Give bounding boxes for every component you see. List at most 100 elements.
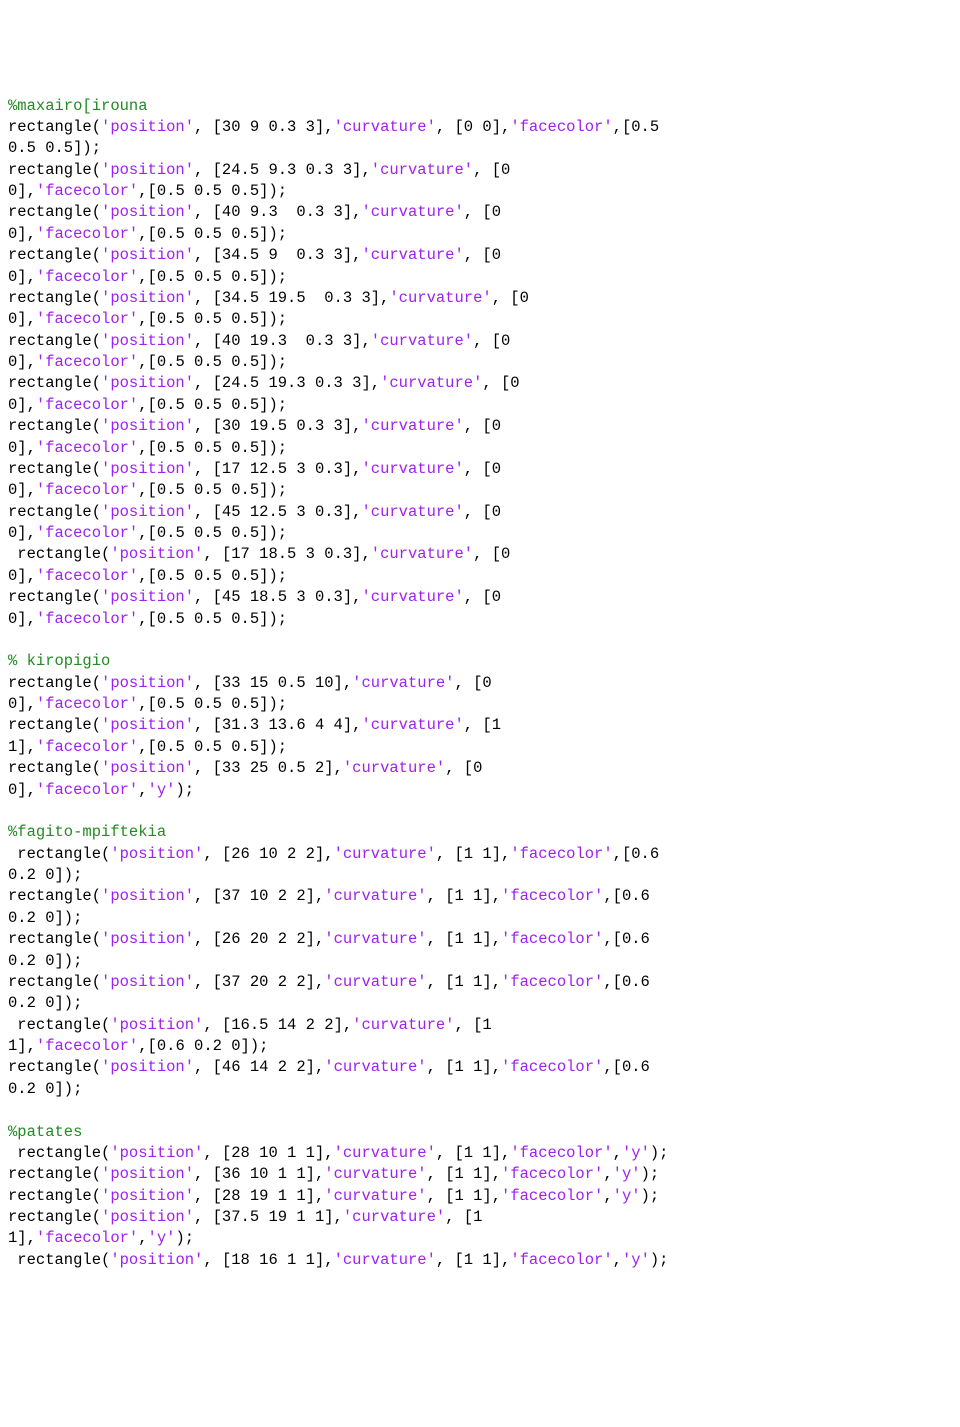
code-token: 0], [8, 524, 36, 542]
code-token: % kiropigio [8, 652, 110, 670]
code-token: 'position' [101, 118, 194, 136]
code-token: rectangle( [8, 1251, 110, 1269]
code-token: 'facecolor' [36, 524, 138, 542]
code-token: 'curvature' [371, 332, 473, 350]
code-token: , [1 1], [427, 930, 501, 948]
code-line: 0],'facecolor',[0.5 0.5 0.5]); [8, 181, 960, 202]
code-token: rectangle( [8, 118, 101, 136]
code-token: 'curvature' [361, 588, 463, 606]
code-token: 'curvature' [361, 503, 463, 521]
code-token: 'curvature' [324, 973, 426, 991]
code-token: ,[0.5 0.5 0.5]); [138, 524, 287, 542]
code-token: , [28 19 1 1], [194, 1187, 324, 1205]
code-token: 0], [8, 268, 36, 286]
code-token: , [1 1], [427, 973, 501, 991]
code-token: , [1 1], [427, 1187, 501, 1205]
code-line: 0.2 0]); [8, 865, 960, 886]
code-token: 'position' [101, 930, 194, 948]
code-token: , [18 16 1 1], [203, 1251, 333, 1269]
code-token: 'facecolor' [510, 845, 612, 863]
code-token: 'position' [101, 887, 194, 905]
code-token: , [16.5 14 2 2], [203, 1016, 352, 1034]
code-token: 0], [8, 439, 36, 457]
code-line: rectangle('position', [46 14 2 2],'curva… [8, 1057, 960, 1078]
code-line: %fagito-mpiftekia [8, 822, 960, 843]
code-token: 'curvature' [324, 887, 426, 905]
code-token: 'position' [110, 1251, 203, 1269]
code-line: 0],'facecolor',[0.5 0.5 0.5]); [8, 694, 960, 715]
code-token: , [40 19.3 0.3 3], [194, 332, 371, 350]
code-token: 'position' [101, 716, 194, 734]
code-token: ,[0.5 0.5 0.5]); [138, 439, 287, 457]
code-token: 'curvature' [343, 759, 445, 777]
code-token: 'position' [110, 1016, 203, 1034]
code-token: , [37 10 2 2], [194, 887, 324, 905]
code-token [8, 802, 17, 820]
code-line: 0],'facecolor',[0.5 0.5 0.5]); [8, 438, 960, 459]
code-token: , [24.5 19.3 0.3 3], [194, 374, 380, 392]
code-token: 'facecolor' [36, 781, 138, 799]
code-token: , [1 1], [427, 1058, 501, 1076]
code-line: rectangle('position', [17 18.5 3 0.3],'c… [8, 544, 960, 565]
code-token: ,[0.6 [603, 887, 659, 905]
code-token: 'facecolor' [36, 481, 138, 499]
code-token: 'position' [101, 332, 194, 350]
code-token: , [1 1], [427, 887, 501, 905]
code-token: 1], [8, 1037, 36, 1055]
code-line: rectangle('position', [40 9.3 0.3 3],'cu… [8, 202, 960, 223]
code-token: , [0 [482, 374, 529, 392]
code-token: , [138, 781, 147, 799]
code-token: rectangle( [8, 1208, 101, 1226]
code-token: rectangle( [8, 887, 101, 905]
code-token: 0], [8, 225, 36, 243]
code-token: 0], [8, 353, 36, 371]
code-token: , [613, 1251, 622, 1269]
code-token: rectangle( [8, 161, 101, 179]
code-token: , [0 [473, 161, 520, 179]
code-token: ); [175, 781, 194, 799]
code-token: 'curvature' [324, 1165, 426, 1183]
code-token: 'facecolor' [36, 353, 138, 371]
code-token: ,[0.5 0.5 0.5]); [138, 610, 287, 628]
code-token: , [0 [464, 417, 511, 435]
code-token: rectangle( [8, 759, 101, 777]
code-token: 0], [8, 481, 36, 499]
code-token: , [45 12.5 3 0.3], [194, 503, 361, 521]
code-line: rectangle('position', [24.5 19.3 0.3 3],… [8, 373, 960, 394]
code-token: , [17 12.5 3 0.3], [194, 460, 361, 478]
code-line: rectangle('position', [17 12.5 3 0.3],'c… [8, 459, 960, 480]
code-line [8, 1100, 960, 1121]
code-token: ); [650, 1144, 669, 1162]
code-line: %maxairo[irouna [8, 96, 960, 117]
code-token: , [46 14 2 2], [194, 1058, 324, 1076]
code-token: 'position' [101, 161, 194, 179]
code-token: 0.2 0]); [8, 866, 82, 884]
code-token: , [17 18.5 3 0.3], [203, 545, 370, 563]
code-token: rectangle( [8, 1016, 110, 1034]
code-token: 'position' [110, 845, 203, 863]
code-listing: %maxairo[irounarectangle('position', [30… [8, 96, 960, 1272]
code-token: 'facecolor' [501, 1187, 603, 1205]
code-token: , [34.5 19.5 0.3 3], [194, 289, 389, 307]
code-token: rectangle( [8, 716, 101, 734]
code-token: , [33 25 0.5 2], [194, 759, 343, 777]
code-token: 'curvature' [361, 417, 463, 435]
code-token: ,[0.6 [603, 1058, 659, 1076]
code-token: 'curvature' [361, 203, 463, 221]
code-token: ,[0.5 0.5 0.5]); [138, 738, 287, 756]
code-token: rectangle( [8, 374, 101, 392]
code-token: 'facecolor' [501, 1058, 603, 1076]
code-token: rectangle( [8, 1165, 101, 1183]
code-token: 0], [8, 781, 36, 799]
code-line: 0],'facecolor',[0.5 0.5 0.5]); [8, 523, 960, 544]
code-token: rectangle( [8, 588, 101, 606]
code-token: 0], [8, 695, 36, 713]
code-token: , [1 1], [436, 1144, 510, 1162]
code-token: 'facecolor' [36, 268, 138, 286]
code-token: 'curvature' [380, 374, 482, 392]
code-token: ); [650, 1251, 669, 1269]
code-token: 'position' [101, 973, 194, 991]
code-token: 'facecolor' [510, 118, 612, 136]
code-token: %maxairo[irouna [8, 97, 148, 115]
code-token: rectangle( [8, 973, 101, 991]
